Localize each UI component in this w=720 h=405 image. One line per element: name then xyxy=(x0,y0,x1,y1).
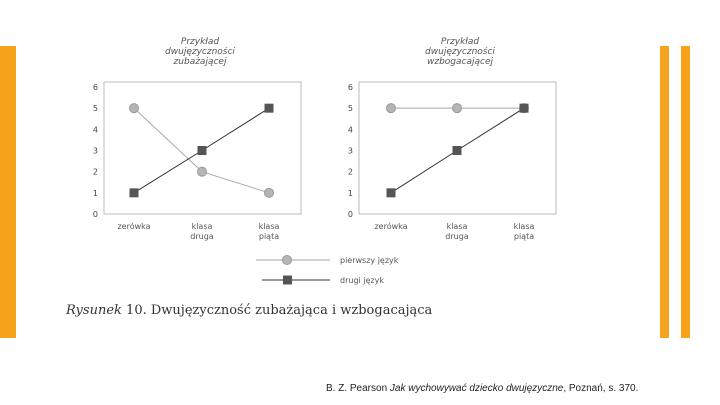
chart-1-series-2-point xyxy=(129,188,139,198)
chart-2-xtick-line: zerówka xyxy=(374,221,407,231)
chart-2-ytick-label: 1 xyxy=(348,189,353,198)
legend-label-second: drugi język xyxy=(340,276,384,285)
chart-1-series-1-point xyxy=(197,166,207,177)
caption-text: Dwujęzyczność zubażająca i wzbogacająca xyxy=(151,303,433,318)
chart-2-title-line: wzbogacającej xyxy=(427,57,493,67)
chart-2-title-line: dwujęzyczności xyxy=(425,46,495,57)
caption-number: 10. xyxy=(126,303,147,318)
chart-1-ytick-label: 6 xyxy=(93,83,98,92)
chart-1-ytick-label: 0 xyxy=(93,210,98,219)
chart-1-xtick-line: klasa xyxy=(192,222,213,231)
chart-1-title: Przykład dwujęzyczności zubażającej xyxy=(165,37,235,67)
legend-label-first: pierwszy język xyxy=(340,256,399,265)
chart-1-title-line: zubażającej xyxy=(173,57,227,67)
chart-1-title-line: dwujęzyczności xyxy=(165,46,235,57)
chart-2-xtick-label: klasa druga xyxy=(445,222,469,241)
chart-2-xtick-line: klasa xyxy=(514,222,535,231)
chart-1-xtick-label: zerówka xyxy=(117,221,150,231)
chart-2-title-line: Przykład xyxy=(441,37,479,47)
chart-2-xtick-line: klasa xyxy=(447,222,468,231)
chart-2-ytick-label: 6 xyxy=(348,83,353,92)
legend-marker-first xyxy=(282,255,292,265)
legend: pierwszy język drugi język xyxy=(256,255,399,285)
chart-2-series-1-point xyxy=(386,103,396,114)
figure-caption: Rysunek 10. Dwujęzyczność zubażająca i w… xyxy=(65,303,433,318)
chart-panel-2: Przykład dwujęzyczności wzbogacającej 0 1 2 3 4… xyxy=(348,37,557,241)
chart-2-series-2-point xyxy=(386,188,396,198)
chart-2-ytick-label: 4 xyxy=(348,125,353,134)
chart-2-series-2-point xyxy=(519,103,529,113)
chart-2-xtick-label: klasa piąta xyxy=(514,222,535,241)
chart-1-ytick-label: 1 xyxy=(93,189,98,198)
chart-1-ytick-label: 4 xyxy=(93,125,98,134)
chart-2-frame xyxy=(358,81,557,215)
chart-1-xtick-label: klasa druga xyxy=(190,222,214,241)
chart-1-xtick-line: klasa xyxy=(259,222,280,231)
chart-1-series-2-point xyxy=(197,146,207,155)
chart-1-series-1-point xyxy=(264,187,274,198)
chart-2-ytick-label: 2 xyxy=(348,168,353,177)
chart-1-series-2-point xyxy=(264,103,274,113)
source-title: Jak wychowywać dziecko dwujęzyczne xyxy=(389,383,564,394)
chart-2-xtick-label: zerówka xyxy=(374,221,407,231)
chart-1-series-1-point xyxy=(129,103,139,114)
chart-2-xtick-line: druga xyxy=(445,232,469,241)
accent-bar-left xyxy=(0,46,16,338)
chart-2-xtick-line: piąta xyxy=(514,232,534,241)
chart-1-frame xyxy=(103,81,302,215)
chart-panel-1: Przykład dwujęzyczności zubażającej 0 1 2 3 4 5 6… xyxy=(93,37,302,241)
chart-1-xtick-line: zerówka xyxy=(117,221,150,231)
chart-2-ytick-label: 0 xyxy=(348,210,353,219)
accent-bar-right-1 xyxy=(660,46,669,338)
chart-1-ytick-label: 3 xyxy=(93,147,98,156)
chart-1-ytick-label: 2 xyxy=(93,168,98,177)
chart-2-series-1-point xyxy=(452,103,462,114)
chart-1-xtick-label: klasa piąta xyxy=(259,222,280,241)
source-citation: B. Z. Pearson Jak wychowywać dziecko dwu… xyxy=(326,383,638,394)
chart-2-series-2-point xyxy=(452,146,462,155)
chart-2-ytick-label: 3 xyxy=(348,147,353,156)
chart-2-ytick-label: 5 xyxy=(348,104,353,113)
source-suffix: , Poznań, s. 370. xyxy=(563,383,639,394)
chart-1-title-line: Przykład xyxy=(181,37,219,47)
source-prefix: B. Z. Pearson xyxy=(326,383,390,394)
chart-2-title: Przykład dwujęzyczności wzbogacającej xyxy=(425,37,495,67)
chart-1-ytick-label: 5 xyxy=(93,104,98,113)
caption-label: Rysunek xyxy=(65,303,122,318)
legend-marker-second xyxy=(283,275,292,285)
accent-bar-right-2 xyxy=(681,46,690,338)
chart-1-xtick-line: piąta xyxy=(259,232,279,241)
chart-1-xtick-line: druga xyxy=(190,232,214,241)
